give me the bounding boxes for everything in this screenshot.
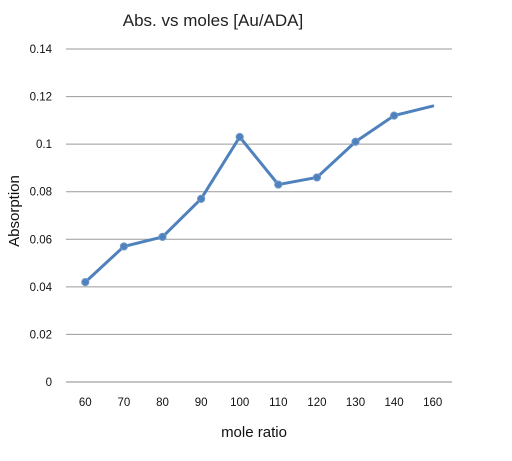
data-point [351, 137, 360, 146]
x-tick-label: 160 [423, 397, 442, 409]
y-tick-label: 0.14 [30, 44, 53, 56]
data-point [390, 111, 399, 120]
y-tick-label: 0 [46, 377, 52, 389]
y-axis-label: Absorption [6, 175, 23, 247]
y-axis-ticks: 0 0.02 0.04 0.06 0.08 0.1 0.12 0.14 [30, 44, 53, 389]
data-point [274, 180, 283, 189]
y-tick-label: 0.08 [30, 187, 52, 199]
x-tick-label: 70 [118, 397, 131, 409]
y-tick-label: 0.1 [36, 139, 52, 151]
y-tick-label: 0.12 [30, 92, 52, 104]
x-axis-ticks: 60 70 80 90 100 110 120 130 140 160 [79, 397, 442, 409]
y-tick-label: 0.04 [30, 282, 53, 294]
chart-title: Abs. vs moles [Au/ADA] [123, 11, 303, 30]
data-point [235, 132, 244, 142]
x-tick-label: 130 [346, 397, 365, 409]
x-tick-label: 110 [269, 397, 287, 409]
x-tick-label: 80 [156, 397, 169, 409]
data-point [81, 278, 90, 287]
y-tick-label: 0.06 [30, 234, 52, 246]
data-point [312, 173, 321, 182]
series-group [81, 104, 435, 287]
x-tick-label: 100 [230, 397, 249, 409]
x-tick-label: 60 [79, 397, 92, 409]
x-tick-label: 120 [307, 397, 326, 409]
series-line [83, 104, 435, 284]
x-tick-label: 90 [195, 397, 208, 409]
x-tick-label: 140 [385, 397, 404, 409]
data-point [119, 242, 129, 251]
y-tick-label: 0.02 [30, 329, 52, 341]
gridlines [66, 48, 452, 335]
x-axis-label: mole ratio [221, 424, 287, 441]
data-point [197, 194, 206, 203]
data-point [158, 232, 167, 242]
